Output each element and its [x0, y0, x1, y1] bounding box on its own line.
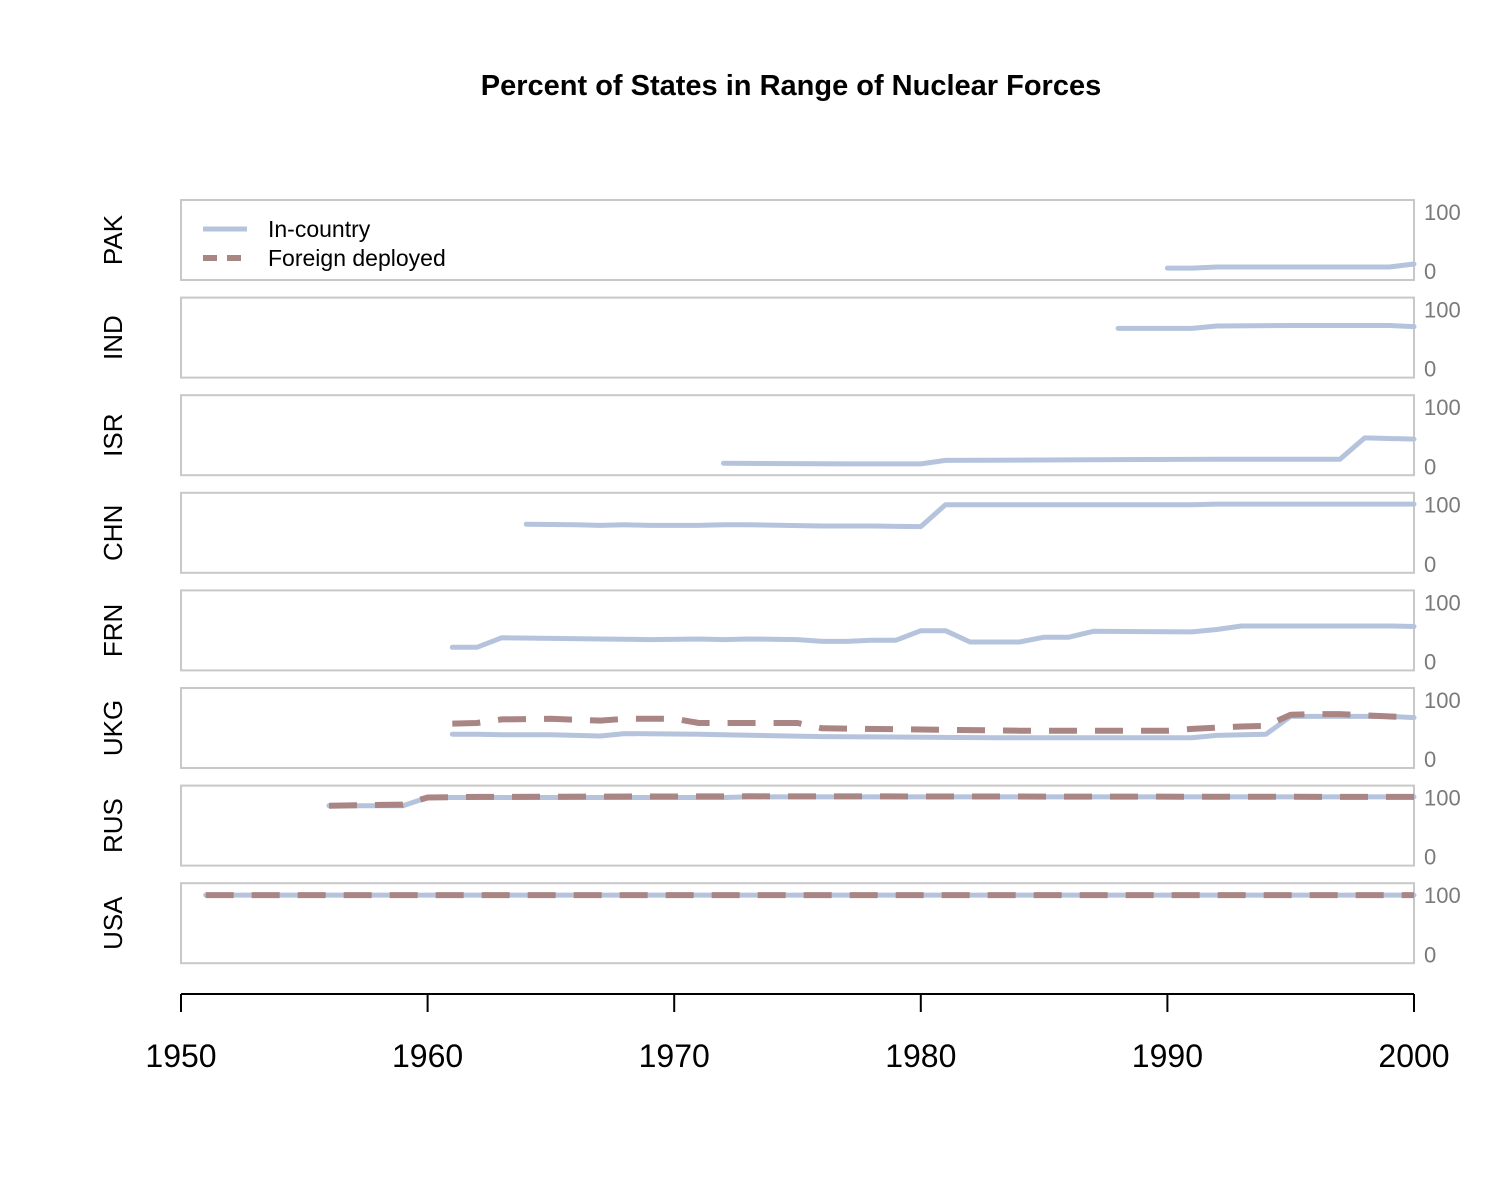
y-tick-label-frn-0: 0 — [1424, 650, 1436, 675]
panel-frame-ukg — [180, 687, 1415, 769]
chart-title: Percent of States in Range of Nuclear Fo… — [481, 70, 1101, 102]
series-in-country-frn — [449, 623, 1417, 650]
panel-ukg: UKG 100 0 — [98, 687, 1461, 772]
y-tick-label-ukg-100: 100 — [1424, 688, 1461, 713]
x-tick-label-1990: 1990 — [1132, 1038, 1203, 1074]
y-tick-label-isr-0: 0 — [1424, 454, 1436, 479]
series-in-country-ind — [1115, 323, 1417, 331]
series-foreign-deployed-ukg — [452, 711, 1415, 734]
panel-pak: PAK 100 0 — [98, 199, 1461, 284]
y-tick-label-ind-0: 0 — [1424, 357, 1436, 382]
panel-label-ukg: UKG — [98, 700, 128, 756]
x-tick-label-1960: 1960 — [392, 1038, 463, 1074]
panels: PAK 100 0 IND 100 0 ISR 100 0 CHN 100 0 FRN 100 0 UKG 10… — [98, 199, 1461, 967]
panel-label-pak: PAK — [98, 214, 128, 265]
x-tick-label-1980: 1980 — [885, 1038, 956, 1074]
y-tick-label-frn-100: 100 — [1424, 590, 1461, 615]
series-in-country-chn — [523, 501, 1417, 530]
panel-rus: RUS 100 0 — [98, 784, 1461, 870]
panel-frn: FRN 100 0 — [98, 589, 1461, 675]
panel-frame-chn — [180, 491, 1415, 574]
y-tick-label-usa-100: 100 — [1424, 883, 1461, 908]
panel-frame-rus — [180, 784, 1415, 867]
series-foreign-deployed-rus — [328, 793, 1415, 809]
series-in-country-pak — [1164, 261, 1417, 271]
legend-label-in-country: In-country — [268, 216, 371, 242]
x-tick-label-1970: 1970 — [639, 1038, 710, 1074]
y-tick-label-pak-0: 0 — [1424, 259, 1436, 284]
series-in-country-isr — [721, 435, 1417, 467]
panel-frame-pak — [180, 199, 1415, 281]
panel-label-usa: USA — [98, 896, 128, 950]
panel-isr: ISR 100 0 — [98, 394, 1461, 479]
y-tick-label-chn-100: 100 — [1424, 493, 1461, 518]
y-tick-label-usa-0: 0 — [1424, 942, 1436, 967]
series-in-country-ukg — [449, 713, 1417, 741]
panel-chn: CHN 100 0 — [98, 491, 1461, 577]
x-axis: 1950 1960 1970 1980 1990 2000 — [145, 993, 1450, 1074]
panel-label-frn: FRN — [98, 604, 128, 657]
y-tick-label-ukg-0: 0 — [1424, 747, 1436, 772]
panel-frame-usa — [180, 882, 1415, 965]
panel-usa: USA 100 0 — [98, 882, 1461, 967]
panel-label-ind: IND — [98, 315, 128, 360]
y-tick-label-rus-0: 0 — [1424, 845, 1436, 870]
x-tick-label-2000: 2000 — [1378, 1038, 1449, 1074]
y-tick-label-isr-100: 100 — [1424, 395, 1461, 420]
panel-label-rus: RUS — [98, 798, 128, 853]
y-tick-label-pak-100: 100 — [1424, 200, 1461, 225]
panel-label-isr: ISR — [98, 414, 128, 457]
legend-label-foreign-deployed: Foreign deployed — [268, 245, 446, 271]
panel-ind: IND 100 0 — [98, 296, 1461, 382]
x-tick-label-1950: 1950 — [145, 1038, 216, 1074]
legend: In-country Foreign deployed — [203, 216, 446, 271]
panel-frame-frn — [180, 589, 1415, 672]
panel-frame-ind — [180, 296, 1415, 379]
y-tick-label-ind-100: 100 — [1424, 297, 1461, 322]
y-tick-label-rus-100: 100 — [1424, 785, 1461, 810]
panel-frame-isr — [180, 394, 1415, 477]
panel-label-chn: CHN — [98, 505, 128, 561]
y-tick-label-chn-0: 0 — [1424, 552, 1436, 577]
